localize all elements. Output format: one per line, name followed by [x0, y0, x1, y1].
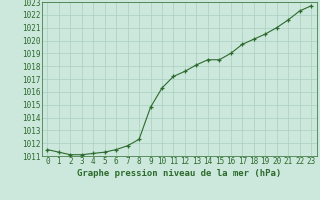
- X-axis label: Graphe pression niveau de la mer (hPa): Graphe pression niveau de la mer (hPa): [77, 169, 281, 178]
